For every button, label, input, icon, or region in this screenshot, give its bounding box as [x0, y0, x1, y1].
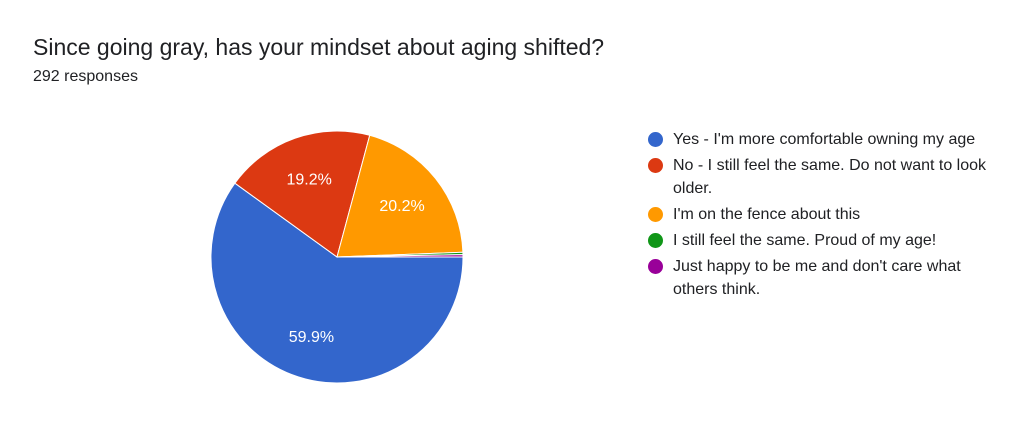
legend-swatch	[648, 259, 663, 274]
pie-slice-1	[210, 182, 464, 384]
legend-swatch	[648, 233, 663, 248]
legend-item-5: Just happy to be me and don't care what …	[648, 255, 988, 301]
chart-title: Since going gray, has your mindset about…	[33, 34, 605, 60]
legend-label: Just happy to be me and don't care what …	[673, 258, 961, 298]
pie-slice-5	[336, 254, 464, 258]
pie-chart: 59.9% 19.2% 20.2%	[210, 130, 464, 384]
legend: Yes - I'm more comfortable owning my age…	[648, 128, 988, 304]
legend-label: I'm on the fence about this	[673, 206, 861, 223]
legend-item-4: I still feel the same. Proud of my age!	[648, 229, 988, 252]
legend-label: I still feel the same. Proud of my age!	[673, 232, 937, 249]
slice-label-3: 20.2%	[379, 198, 424, 215]
legend-label: Yes - I'm more comfortable owning my age	[673, 131, 976, 148]
slice-label-1: 59.9%	[289, 329, 334, 346]
legend-item-3: I'm on the fence about this	[648, 203, 988, 226]
legend-item-1: Yes - I'm more comfortable owning my age	[648, 128, 988, 151]
legend-swatch	[648, 132, 663, 147]
legend-label: No - I still feel the same. Do not want …	[673, 157, 987, 197]
legend-swatch	[648, 207, 663, 222]
legend-swatch	[648, 158, 663, 173]
legend-item-2: No - I still feel the same. Do not want …	[648, 154, 988, 200]
pie-slice-3	[336, 134, 464, 258]
slice-label-2: 19.2%	[286, 172, 331, 189]
response-count: 292 responses	[33, 68, 138, 85]
pie-slice-2	[234, 130, 371, 258]
